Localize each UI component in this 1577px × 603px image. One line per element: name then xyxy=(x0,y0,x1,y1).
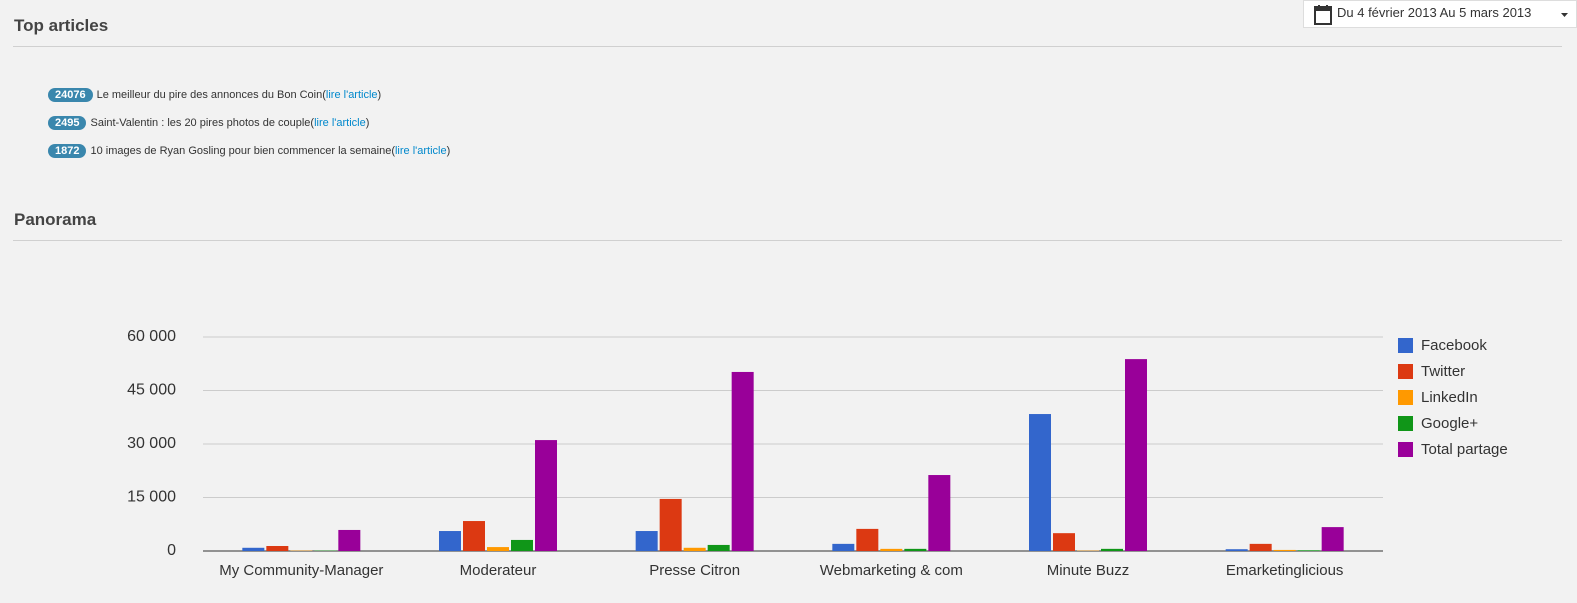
bar xyxy=(1029,414,1051,551)
paren: ) xyxy=(365,117,370,129)
caret xyxy=(1561,13,1568,17)
legend-label: Facebook xyxy=(1421,337,1487,354)
bar xyxy=(487,547,509,551)
x-tick-label: Moderateur xyxy=(460,562,537,579)
article-title: Saint-Valentin : les 20 pires photos de … xyxy=(90,117,311,129)
bar xyxy=(338,529,361,551)
bar xyxy=(683,547,706,551)
bar xyxy=(904,548,927,551)
y-tick-label: 15 000 xyxy=(127,489,176,506)
paren: ) xyxy=(446,145,451,157)
bar xyxy=(1225,549,1248,551)
legend-label: Twitter xyxy=(1421,363,1465,380)
article-link[interactable]: lire l'article xyxy=(325,89,378,101)
bar xyxy=(1273,549,1296,551)
y-tick-label: 45 000 xyxy=(127,382,176,399)
section-title: Panorama xyxy=(14,210,97,229)
paren: ( xyxy=(310,117,315,129)
bar xyxy=(880,548,903,551)
paren: ( xyxy=(322,89,326,101)
bar xyxy=(731,371,754,551)
x-tick-label: Emarketinglicious xyxy=(1226,562,1344,579)
bar xyxy=(511,539,533,551)
legend-swatch xyxy=(1398,442,1413,457)
legend-label: Google+ xyxy=(1421,415,1478,432)
bar xyxy=(635,531,658,551)
divider xyxy=(13,46,1562,47)
bar xyxy=(439,531,461,551)
section-title: Top articles xyxy=(14,16,109,35)
bar xyxy=(856,528,879,551)
x-tick-label: Webmarketing & com xyxy=(820,562,963,579)
y-tick-label: 0 xyxy=(167,542,176,559)
article-row: 24076 Le meilleur du pire des annonces du… xyxy=(48,81,450,109)
bar xyxy=(535,440,557,551)
count-badge: 1872 xyxy=(48,144,87,158)
x-tick-label: My Community-Manager xyxy=(219,562,383,579)
calendar-icon xyxy=(1314,5,1332,25)
date-picker[interactable]: Du 4 février 2013 Au 5 mars 2013 xyxy=(1303,0,1577,28)
legend-swatch xyxy=(1398,364,1413,379)
bar xyxy=(928,475,951,551)
divider xyxy=(13,240,1562,241)
bar xyxy=(1249,543,1272,551)
y-tick-label: 30 000 xyxy=(127,435,176,452)
article-title: Le meilleur du pire des annonces du Bon … xyxy=(96,89,323,101)
article-row: 2495 Saint-Valentin : les 20 pires photos… xyxy=(48,109,450,137)
bar xyxy=(707,544,730,551)
article-row: 1872 10 images de Ryan Gosling pour bien … xyxy=(48,137,450,165)
bar xyxy=(659,498,682,551)
article-title: 10 images de Ryan Gosling pour bien comm… xyxy=(90,145,392,157)
paren: ( xyxy=(391,145,395,157)
paren: ) xyxy=(377,89,382,101)
legend-label: LinkedIn xyxy=(1421,389,1478,406)
bar xyxy=(463,521,485,551)
legend-label: Total partage xyxy=(1421,441,1508,458)
count-badge: 2495 xyxy=(48,116,87,130)
x-tick-label: Minute Buzz xyxy=(1047,562,1130,579)
count-badge: 24076 xyxy=(48,88,93,102)
bar xyxy=(1101,548,1123,551)
bar xyxy=(1297,550,1320,551)
article-list: 24076 Le meilleur du pire des annonces du… xyxy=(48,81,450,165)
bar xyxy=(1125,359,1147,551)
legend-swatch xyxy=(1398,416,1413,431)
article-link[interactable]: lire l'article xyxy=(394,145,447,157)
legend-swatch xyxy=(1398,338,1413,353)
bar xyxy=(266,546,289,551)
bar xyxy=(1321,527,1344,551)
bar xyxy=(832,543,855,551)
article-link[interactable]: lire l'article xyxy=(314,117,366,129)
y-tick-label: 60 000 xyxy=(127,328,176,345)
date-range: Du 4 février 2013 Au 5 mars 2013 xyxy=(1337,5,1532,20)
bar xyxy=(1053,533,1075,551)
legend-swatch xyxy=(1398,390,1413,405)
x-tick-label: Presse Citron xyxy=(649,562,740,579)
bar xyxy=(242,547,265,551)
